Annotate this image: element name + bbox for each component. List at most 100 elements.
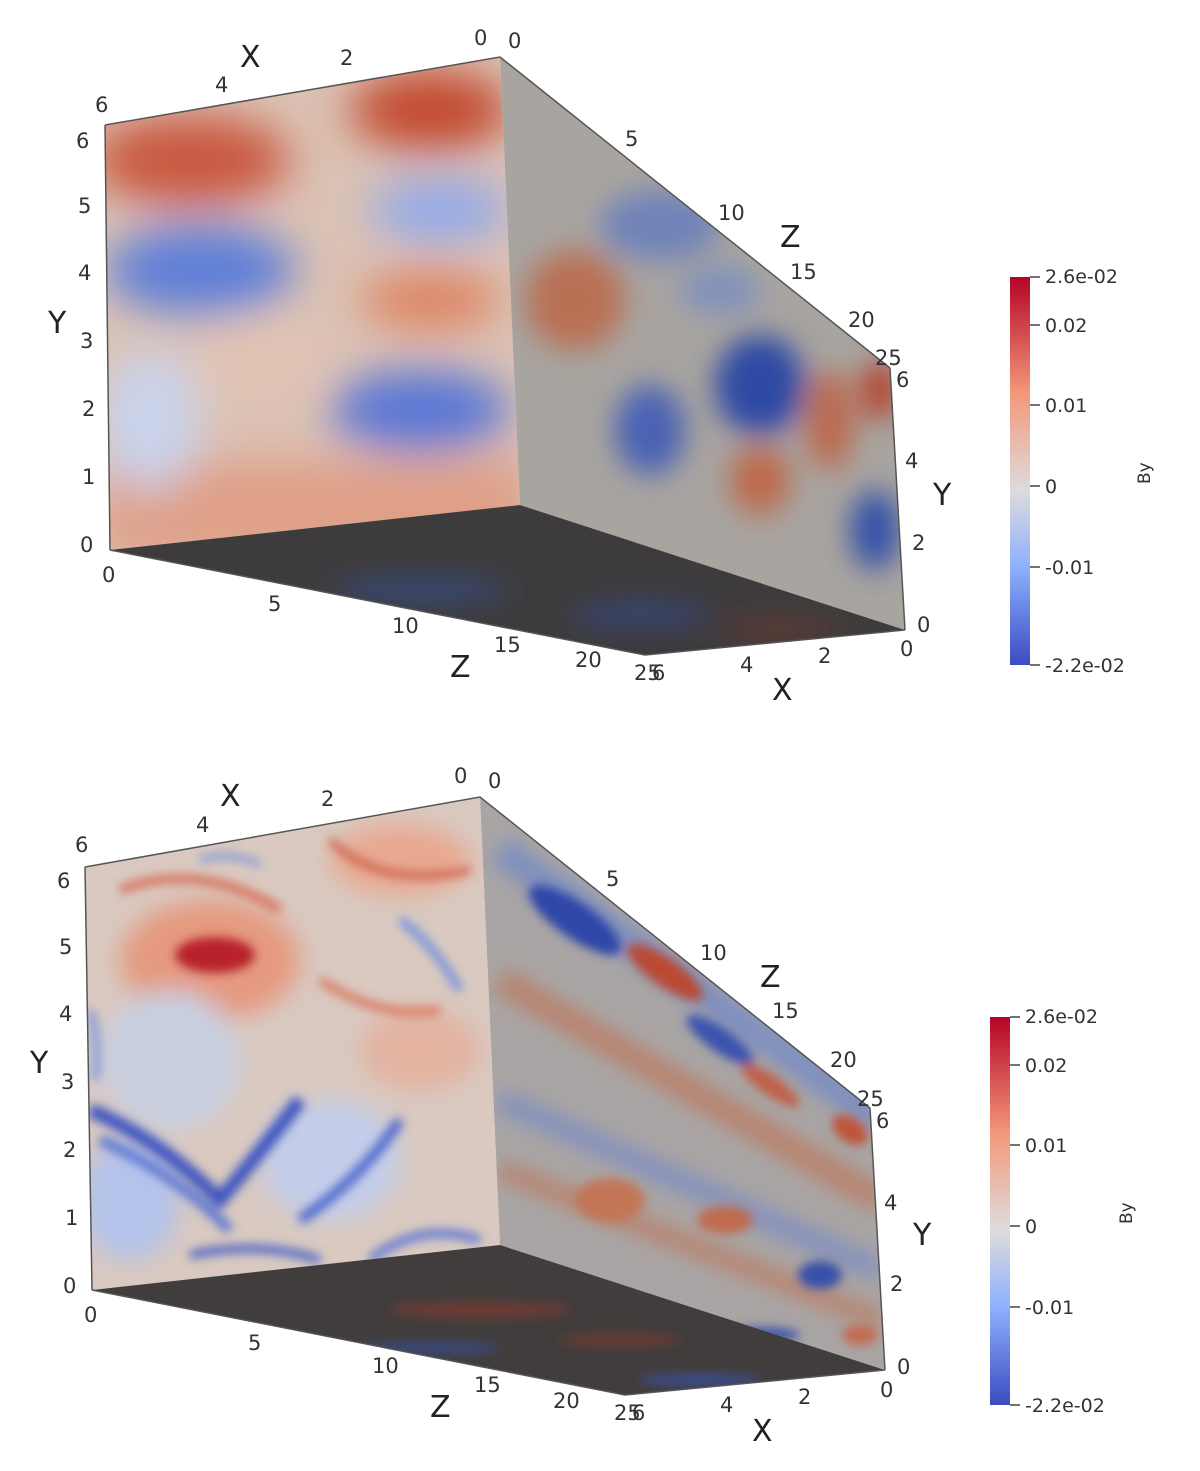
tick-top-z-5: 25 [875,346,902,370]
tick-bottom-z-2: 10 [372,1354,399,1378]
tick-labels: 6 4 2 0 0 5 10 15 20 25 0 1 2 3 4 5 6 0 … [76,26,930,685]
axis-label-top-x: X [240,40,261,75]
axis-label-top-x: X [220,779,241,814]
tick-left-y-0: 0 [63,1274,76,1298]
tick-right-y-0: 0 [897,1355,910,1379]
tick-bottom-x-0: 6 [632,1401,645,1425]
colorbar-min-label: -2.2e-02 [1025,1395,1105,1417]
tick-bottom-x-2: 2 [798,1385,811,1409]
colorbar-title: By [1135,462,1155,484]
colorbar-gradient [990,1017,1010,1405]
tick-top-x-0: 6 [75,833,88,857]
cube-render-bottom: 6 4 2 0 0 5 10 15 20 25 0 1 2 3 4 5 6 0 … [29,764,1137,1449]
tick-left-y-2: 2 [63,1138,76,1162]
tick-right-y-0: 0 [917,613,930,637]
colorbar-tick-2: 0 [1045,476,1057,498]
axis-labels: X Z Y Z X Y [29,779,932,1449]
tick-left-y-4: 4 [59,1002,72,1026]
tick-top-z-3: 15 [790,260,817,284]
tick-bottom-x-3: 0 [900,637,913,661]
colorbar-tick-3: -0.01 [1025,1297,1074,1319]
colorbar-tick-0: 0.02 [1045,315,1087,337]
tick-right-y-2: 4 [905,449,918,473]
tick-top-x-2: 2 [321,787,334,811]
visualization-panel-top: 6 4 2 0 0 5 10 15 20 25 0 1 2 3 4 5 6 0 … [0,0,1200,730]
tick-top-z-3: 15 [772,999,799,1023]
tick-left-y-5: 5 [78,194,91,218]
axis-label-bottom-z: Z [450,650,471,685]
tick-bottom-z-4: 20 [553,1389,580,1413]
tick-bottom-x-1: 4 [740,653,753,677]
tick-top-z-1: 5 [625,127,638,151]
front-face [105,57,520,550]
colorbar-tick-1: 0.01 [1045,395,1087,417]
tick-left-y-4: 4 [78,261,91,285]
tick-left-y-1: 1 [82,465,95,489]
tick-bottom-z-1: 5 [248,1331,261,1355]
axis-label-left-y: Y [29,1046,49,1081]
tick-bottom-z-0: 0 [84,1303,97,1327]
tick-bottom-z-0: 0 [102,563,115,587]
colorbar-tick-1: 0.01 [1025,1135,1067,1157]
tick-labels: 6 4 2 0 0 5 10 15 20 25 0 1 2 3 4 5 6 0 … [57,764,910,1425]
axis-label-left-y: Y [47,306,67,341]
tick-top-z-4: 20 [830,1048,857,1072]
tick-bottom-z-3: 15 [494,633,521,657]
axis-label-right-y: Y [912,1218,932,1253]
axis-label-bottom-z: Z [430,1390,451,1425]
tick-top-x-1: 4 [215,73,228,97]
tick-top-x-3: 0 [454,764,467,788]
tick-left-y-3: 3 [80,329,93,353]
tick-bottom-z-3: 15 [474,1373,501,1397]
tick-bottom-z-5: 25 [614,1401,641,1425]
tick-top-x-0: 6 [95,93,108,117]
tick-right-y-1: 2 [912,531,925,555]
tick-left-y-6: 6 [57,869,70,893]
colorbar-tick-2: 0 [1025,1216,1037,1238]
tick-bottom-z-1: 5 [268,592,281,616]
tick-left-y-2: 2 [82,397,95,421]
tick-top-z-0: 0 [508,29,521,53]
tick-right-y-3: 6 [896,368,909,392]
tick-top-z-5: 25 [857,1087,884,1111]
tick-bottom-x-0: 6 [652,661,665,685]
colorbar: 2.6e-02 0.02 0.01 0 -0.01 -2.2e-02 By [1010,266,1155,677]
tick-bottom-z-5: 25 [634,661,661,685]
axis-label-right-y: Y [932,478,952,513]
colorbar-tick-3: -0.01 [1045,557,1094,579]
tick-bottom-x-2: 2 [818,644,831,668]
tick-top-z-0: 0 [488,769,501,793]
tick-top-x-3: 0 [474,26,487,50]
tick-top-z-2: 10 [718,201,745,225]
tick-left-y-6: 6 [76,129,89,153]
colorbar: 2.6e-02 0.02 0.01 0 -0.01 -2.2e-02 By [990,1006,1137,1417]
axes-lines [104,56,906,656]
colorbar-gradient [1010,277,1030,665]
tick-right-y-2: 4 [884,1191,897,1215]
axes-lines [84,796,886,1396]
visualization-panel-bottom: 6 4 2 0 0 5 10 15 20 25 0 1 2 3 4 5 6 0 … [0,740,1200,1470]
tick-bottom-x-1: 4 [720,1393,733,1417]
tick-right-y-1: 2 [890,1272,903,1296]
tick-top-x-2: 2 [340,46,353,70]
colorbar-min-label: -2.2e-02 [1045,655,1125,677]
colorbar-title: By [1117,1202,1137,1224]
side-face [500,57,905,630]
tick-top-z-1: 5 [606,867,619,891]
axis-label-bottom-x: X [772,673,793,708]
colorbar-max-label: 2.6e-02 [1045,266,1118,288]
front-face [85,797,500,1290]
axis-labels: X Z Y Z X Y [47,40,952,708]
tick-bottom-z-4: 20 [575,648,602,672]
tick-top-z-2: 10 [700,941,727,965]
axis-label-bottom-x: X [752,1414,773,1449]
tick-left-y-0: 0 [80,533,93,557]
tick-bottom-x-3: 0 [880,1378,893,1402]
tick-left-y-3: 3 [61,1070,74,1094]
axis-label-top-z: Z [780,220,801,255]
axis-label-top-z: Z [760,960,781,995]
cube-render-top: 6 4 2 0 0 5 10 15 20 25 0 1 2 3 4 5 6 0 … [47,26,1155,708]
tick-top-x-1: 4 [196,813,209,837]
tick-bottom-z-2: 10 [392,614,419,638]
tick-right-y-3: 6 [876,1109,889,1133]
